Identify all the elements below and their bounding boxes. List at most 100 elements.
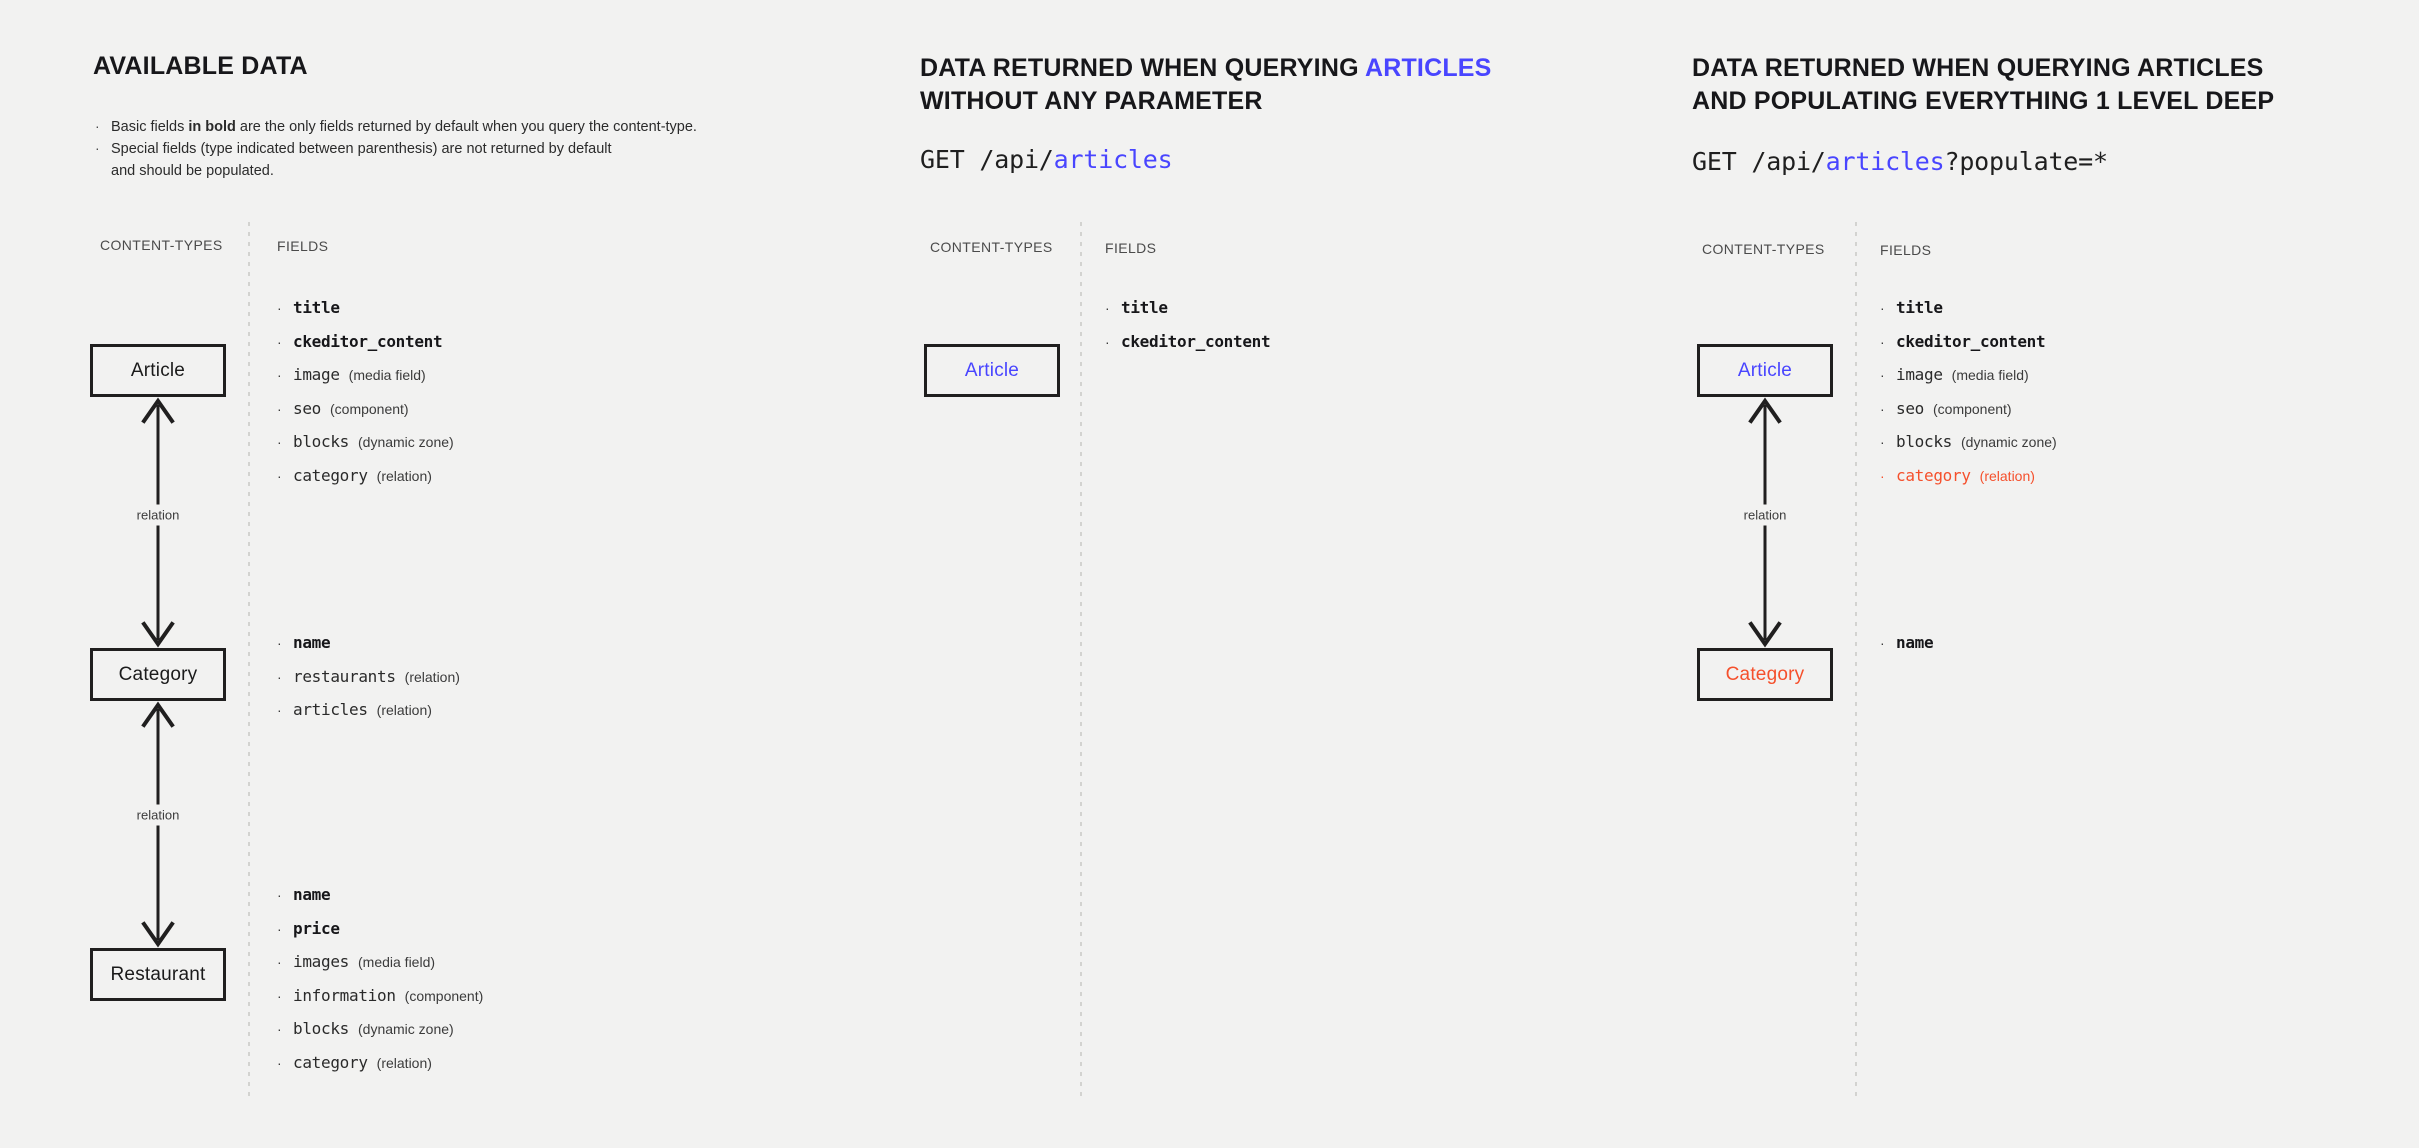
note-post: are the only fields returned by default … bbox=[235, 119, 697, 135]
entity-box-article[interactable]: Article bbox=[924, 344, 1060, 397]
page-title-line2: AND POPULATING EVERYTHING 1 LEVEL DEEP bbox=[1692, 87, 2275, 115]
bullet-dot-icon: · bbox=[277, 467, 282, 484]
notes-list: · Basic fields in bold are the only fiel… bbox=[95, 116, 855, 182]
entity-label: Article bbox=[964, 359, 1020, 381]
bullet-dot-icon: · bbox=[277, 954, 282, 970]
bullet-dot-icon: · bbox=[277, 333, 282, 350]
endpoint-query: ?populate=* bbox=[1944, 147, 2108, 176]
column-divider bbox=[1855, 222, 1857, 1097]
field-type: (dynamic zone) bbox=[358, 1021, 454, 1037]
field-row: · title bbox=[277, 298, 454, 318]
field-name: ckeditor_content bbox=[293, 331, 443, 351]
page-title: DATA RETURNED WHEN QUERYING ARTICLES WIT… bbox=[920, 52, 1580, 118]
field-name: seo bbox=[1896, 398, 1924, 418]
bullet-dot-icon: · bbox=[1880, 635, 1885, 651]
field-row: · seo (component) bbox=[1880, 399, 2057, 419]
field-row: · name bbox=[277, 633, 460, 653]
relation-label: relation bbox=[130, 804, 186, 826]
bullet-dot-icon: · bbox=[1880, 434, 1885, 450]
field-row: · image (media field) bbox=[277, 365, 454, 385]
field-row: · ckeditor_content bbox=[1105, 332, 1279, 352]
note-item: · Special fields (type indicated between… bbox=[95, 138, 855, 160]
field-type: (component) bbox=[330, 400, 409, 417]
http-method: GET bbox=[920, 145, 980, 174]
field-type: (dynamic zone) bbox=[1961, 434, 2057, 450]
note-text: Basic fields in bold are the only fields… bbox=[111, 116, 855, 138]
field-name: blocks bbox=[1896, 432, 1952, 451]
note-text: Special fields (type indicated between p… bbox=[111, 138, 855, 160]
page-title-text: DATA RETURNED WHEN QUERYING bbox=[920, 54, 1365, 82]
field-row: · ckeditor_content bbox=[277, 332, 454, 352]
field-type: (media field) bbox=[1951, 367, 2029, 383]
field-name: information bbox=[293, 985, 396, 1005]
field-type: (relation) bbox=[376, 1054, 432, 1071]
column-divider bbox=[248, 222, 250, 1097]
bullet-dot-icon: · bbox=[277, 434, 282, 450]
page-title-text: DATA RETURNED WHEN QUERYING ARTICLES bbox=[1692, 54, 2264, 82]
note-pre: Basic fields bbox=[111, 119, 189, 135]
relation-label: relation bbox=[130, 504, 186, 526]
field-row: · name bbox=[1880, 633, 1942, 653]
note-continuation: and should be populated. bbox=[111, 163, 274, 180]
entity-box-category[interactable]: Category bbox=[1697, 648, 1833, 701]
entity-box-article[interactable]: Article bbox=[90, 344, 226, 397]
bullet-dot-icon: · bbox=[277, 702, 282, 718]
field-type: (relation) bbox=[1979, 467, 2035, 484]
bullet-dot-icon: · bbox=[1105, 333, 1110, 350]
field-list-article: · title · ckeditor_content · image (media fi… bbox=[277, 298, 454, 499]
bullet-dot-icon: · bbox=[277, 668, 282, 685]
column-header-content-types: CONTENT-TYPES bbox=[100, 237, 223, 253]
field-row: · blocks (dynamic zone) bbox=[277, 1019, 483, 1039]
entity-box-article[interactable]: Article bbox=[1697, 344, 1833, 397]
field-list-article: · title · ckeditor_content bbox=[1105, 298, 1279, 365]
field-name: category bbox=[293, 1052, 368, 1072]
field-type: (relation) bbox=[376, 467, 432, 484]
column-header-content-types: CONTENT-TYPES bbox=[930, 239, 1053, 255]
bullet-dot-icon: · bbox=[1880, 467, 1885, 484]
field-name: articles bbox=[293, 700, 368, 719]
field-name: title bbox=[1896, 298, 1943, 317]
entity-label: Category bbox=[118, 663, 198, 685]
column-header-fields: FIELDS bbox=[1105, 240, 1157, 256]
column-header-content-types: CONTENT-TYPES bbox=[1702, 241, 1825, 257]
field-name: ckeditor_content bbox=[1896, 331, 2046, 351]
field-type: (relation) bbox=[376, 702, 432, 718]
endpoint-resource: articles bbox=[1825, 147, 1945, 176]
field-name: restaurants bbox=[293, 666, 396, 686]
bullet-dot-icon: · bbox=[277, 920, 282, 937]
field-row: · name bbox=[277, 885, 483, 905]
bullet-dot-icon: · bbox=[277, 987, 282, 1004]
bullet-dot-icon: · bbox=[95, 140, 100, 157]
field-name: blocks bbox=[293, 432, 349, 451]
entity-label: Restaurant bbox=[110, 963, 206, 985]
http-method: GET bbox=[1692, 147, 1752, 176]
field-row: · information (component) bbox=[277, 986, 483, 1006]
field-row: · blocks (dynamic zone) bbox=[277, 432, 454, 452]
field-name: name bbox=[1896, 633, 1934, 652]
page-title: DATA RETURNED WHEN QUERYING ARTICLES AND… bbox=[1692, 52, 2392, 118]
bullet-dot-icon: · bbox=[95, 118, 100, 134]
field-row: · category (relation) bbox=[1880, 466, 2057, 486]
bullet-dot-icon: · bbox=[277, 1021, 282, 1037]
bullet-dot-icon: · bbox=[277, 400, 282, 417]
field-list-restaurant: · name · price · images (media field) · infor… bbox=[277, 885, 483, 1086]
field-name: name bbox=[293, 885, 331, 904]
panel-available-data: AVAILABLE DATA · Basic fields in bold ar… bbox=[0, 0, 1080, 1148]
field-name: title bbox=[1121, 298, 1168, 317]
bullet-dot-icon: · bbox=[1105, 300, 1110, 316]
endpoint-url: GET /api/articles bbox=[920, 145, 1173, 174]
field-name: ckeditor_content bbox=[1121, 331, 1271, 351]
field-row: · restaurants (relation) bbox=[277, 667, 460, 687]
endpoint-url: GET /api/articles?populate=* bbox=[1692, 147, 2108, 176]
page-title-line2: WITHOUT ANY PARAMETER bbox=[920, 87, 1263, 115]
field-row: · category (relation) bbox=[277, 1053, 483, 1073]
field-type: (component) bbox=[1933, 400, 2012, 417]
entity-box-category[interactable]: Category bbox=[90, 648, 226, 701]
field-name: category bbox=[293, 465, 368, 485]
field-name: image bbox=[293, 365, 340, 384]
bullet-dot-icon: · bbox=[277, 887, 282, 903]
entity-box-restaurant[interactable]: Restaurant bbox=[90, 948, 226, 1001]
